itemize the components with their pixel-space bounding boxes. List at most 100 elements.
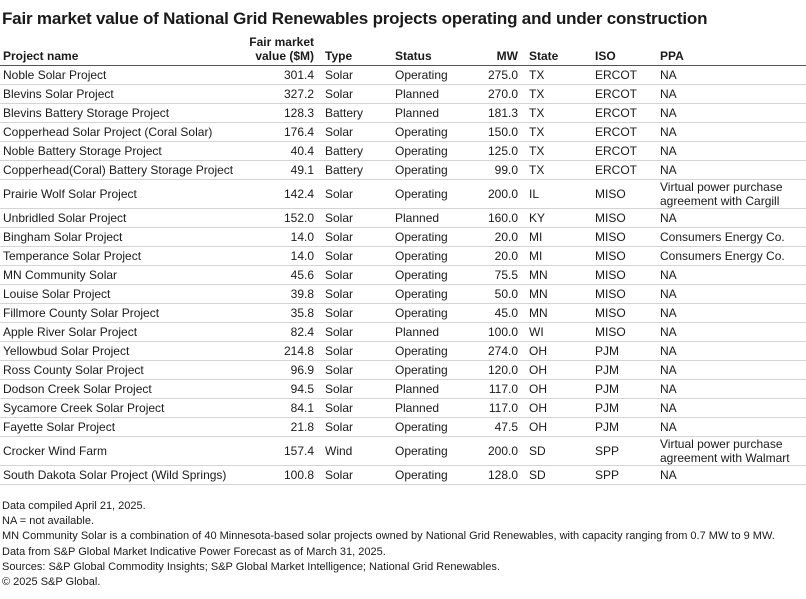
table-cell: ERCOT (592, 103, 657, 123)
table-cell: SD (526, 465, 592, 485)
table-cell: 39.8 (245, 284, 322, 304)
table-cell: 128.3 (245, 103, 322, 123)
note: MN Community Solar is a combination of 4… (2, 530, 775, 543)
table-cell: SPP (592, 436, 657, 466)
table-cell: Wind (322, 436, 392, 466)
table-cell: Operating (392, 179, 470, 209)
table-cell: Fillmore County Solar Project (0, 303, 245, 323)
table-cell: Solar (322, 322, 392, 342)
table-cell: MI (526, 246, 592, 266)
table-cell: 176.4 (245, 122, 322, 142)
table-cell: 100.8 (245, 465, 322, 485)
table-cell: Noble Solar Project (0, 65, 245, 85)
table-cell: Solar (322, 246, 392, 266)
table-cell: 99.0 (470, 160, 526, 180)
table-cell: MISO (592, 208, 657, 228)
table-row: Unbridled Solar Project 152.0 Solar Planned… (0, 208, 806, 228)
table-cell: 150.0 (470, 122, 526, 142)
notes: Data compiled April 21, 2025. NA = not av… (2, 499, 775, 590)
table-cell: Solar (322, 208, 392, 228)
projects-table: Project name Fair market value ($M) Type St… (0, 33, 806, 485)
table-row: Copperhead(Coral) Battery Storage Projec… (0, 160, 806, 180)
table-cell: NA (657, 84, 806, 104)
table-cell: Crocker Wind Farm (0, 436, 245, 466)
table-row: Noble Solar Project 301.4 Solar Operating 27… (0, 65, 806, 85)
table-cell: Planned (392, 322, 470, 342)
table-cell: Solar (322, 265, 392, 285)
table-row: Temperance Solar Project 14.0 Solar Operati… (0, 246, 806, 266)
table-cell: 49.1 (245, 160, 322, 180)
table-row: Crocker Wind Farm 157.4 Wind Operating 200.0… (0, 436, 806, 466)
title: Fair market value of National Grid Renew… (2, 9, 708, 28)
table-cell: Planned (392, 379, 470, 399)
table-cell: 75.5 (470, 265, 526, 285)
table-cell: TX (526, 141, 592, 161)
table-cell: PJM (592, 379, 657, 399)
table-cell: 152.0 (245, 208, 322, 228)
table-cell: Prairie Wolf Solar Project (0, 179, 245, 209)
table-row: Ross County Solar Project 96.9 Solar Operat… (0, 360, 806, 380)
table-cell: 214.8 (245, 341, 322, 361)
table-row: South Dakota Solar Project (Wild Springs… (0, 465, 806, 485)
table-cell: Battery (322, 141, 392, 161)
table-cell: Planned (392, 208, 470, 228)
table-cell: Yellowbud Solar Project (0, 341, 245, 361)
table-cell: 20.0 (470, 227, 526, 247)
note: © 2025 S&P Global. (2, 576, 101, 589)
table-cell: TX (526, 84, 592, 104)
table-row: Dodson Creek Solar Project 94.5 Solar Plann… (0, 379, 806, 399)
table-cell: Solar (322, 122, 392, 142)
table-cell: OH (526, 379, 592, 399)
table-row: Fayette Solar Project 21.8 Solar Operating 4… (0, 417, 806, 437)
table-cell: Solar (322, 284, 392, 304)
table-row: MN Community Solar 45.6 Solar Operating 75.5… (0, 265, 806, 285)
table-cell: 157.4 (245, 436, 322, 466)
table-cell: Unbridled Solar Project (0, 208, 245, 228)
table-cell: Blevins Battery Storage Project (0, 103, 245, 123)
table-row: Copperhead Solar Project (Coral Solar) 17… (0, 122, 806, 142)
table-cell: MISO (592, 265, 657, 285)
table-cell: Solar (322, 465, 392, 485)
table-cell: NA (657, 208, 806, 228)
table-cell: Blevins Solar Project (0, 84, 245, 104)
table-cell: 45.6 (245, 265, 322, 285)
table-cell: Operating (392, 465, 470, 485)
table-cell: KY (526, 208, 592, 228)
table-cell: WI (526, 322, 592, 342)
table-cell: NA (657, 360, 806, 380)
column-header: State (526, 33, 592, 66)
table-cell: Planned (392, 84, 470, 104)
column-header: ISO (592, 33, 657, 66)
table-cell: 14.0 (245, 246, 322, 266)
table-cell: Planned (392, 103, 470, 123)
column-header: Status (392, 33, 470, 66)
table-cell: MISO (592, 179, 657, 209)
table-cell: 96.9 (245, 360, 322, 380)
table-cell: Ross County Solar Project (0, 360, 245, 380)
table-cell: 270.0 (470, 84, 526, 104)
table-cell: Fayette Solar Project (0, 417, 245, 437)
table-cell: Solar (322, 303, 392, 323)
table-cell: NA (657, 103, 806, 123)
table-cell: Operating (392, 360, 470, 380)
table-cell: 160.0 (470, 208, 526, 228)
table-cell: NA (657, 379, 806, 399)
table-body: Noble Solar Project 301.4 Solar Operating 27… (0, 65, 806, 485)
table-cell: Consumers Energy Co. (657, 227, 806, 247)
table-cell: Operating (392, 141, 470, 161)
column-header: Project name (0, 33, 245, 66)
table-cell: 84.1 (245, 398, 322, 418)
table-row: Sycamore Creek Solar Project 84.1 Solar Pla… (0, 398, 806, 418)
table-cell: NA (657, 160, 806, 180)
table-cell: MISO (592, 227, 657, 247)
table-cell: 117.0 (470, 379, 526, 399)
table-cell: Solar (322, 65, 392, 85)
table-cell: TX (526, 65, 592, 85)
table-cell: 128.0 (470, 465, 526, 485)
table-cell: Solar (322, 360, 392, 380)
table-cell: Virtual power purchase agreement with Wa… (657, 436, 806, 466)
table-cell: PJM (592, 398, 657, 418)
table-cell: Battery (322, 103, 392, 123)
table-cell: PJM (592, 360, 657, 380)
